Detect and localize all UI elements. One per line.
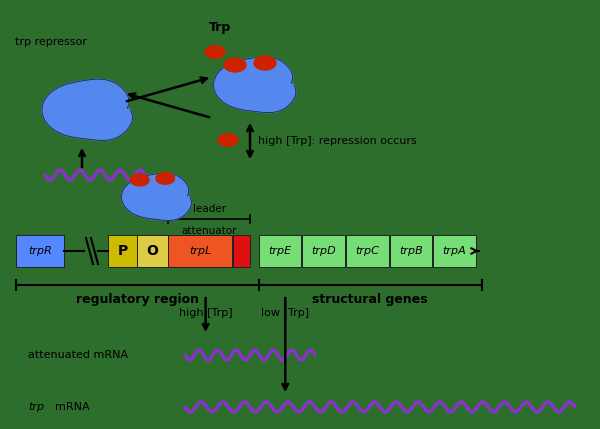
Bar [433,235,476,267]
Text: attenuator: attenuator [182,226,237,236]
Text: trpA: trpA [443,246,466,256]
Text: high [Trp]: repression occurs: high [Trp]: repression occurs [258,136,417,146]
Polygon shape [218,134,238,146]
Text: O: O [146,244,158,258]
Text: structural genes: structural genes [313,293,428,306]
Text: trpD: trpD [311,246,336,256]
Bar [16,235,64,267]
Bar [389,235,432,267]
Text: trpE: trpE [268,246,292,256]
Polygon shape [224,58,246,72]
Polygon shape [42,79,133,140]
Polygon shape [156,172,175,184]
Bar [108,235,137,267]
Bar [302,235,345,267]
Text: regulatory region: regulatory region [76,293,199,306]
Text: trp repressor: trp repressor [15,37,87,47]
Polygon shape [122,173,191,221]
Text: trpC: trpC [355,246,379,256]
Text: trp: trp [28,402,44,412]
Text: low [Trp]: low [Trp] [261,308,310,318]
Bar [233,235,250,267]
Bar [137,235,168,267]
Text: trpL: trpL [189,246,211,256]
Bar [259,235,301,267]
Polygon shape [214,57,296,113]
Text: high [Trp]: high [Trp] [179,308,232,318]
Text: attenuated mRNA: attenuated mRNA [28,350,128,360]
Text: trpR: trpR [28,246,52,256]
Text: trpB: trpB [399,246,423,256]
Text: leader: leader [193,204,226,214]
Polygon shape [205,46,225,58]
Text: mRNA: mRNA [55,402,89,412]
Text: Trp: Trp [209,21,231,34]
Polygon shape [130,174,149,186]
Polygon shape [254,56,276,70]
Bar [169,235,232,267]
Bar [346,235,389,267]
Text: P: P [117,244,128,258]
